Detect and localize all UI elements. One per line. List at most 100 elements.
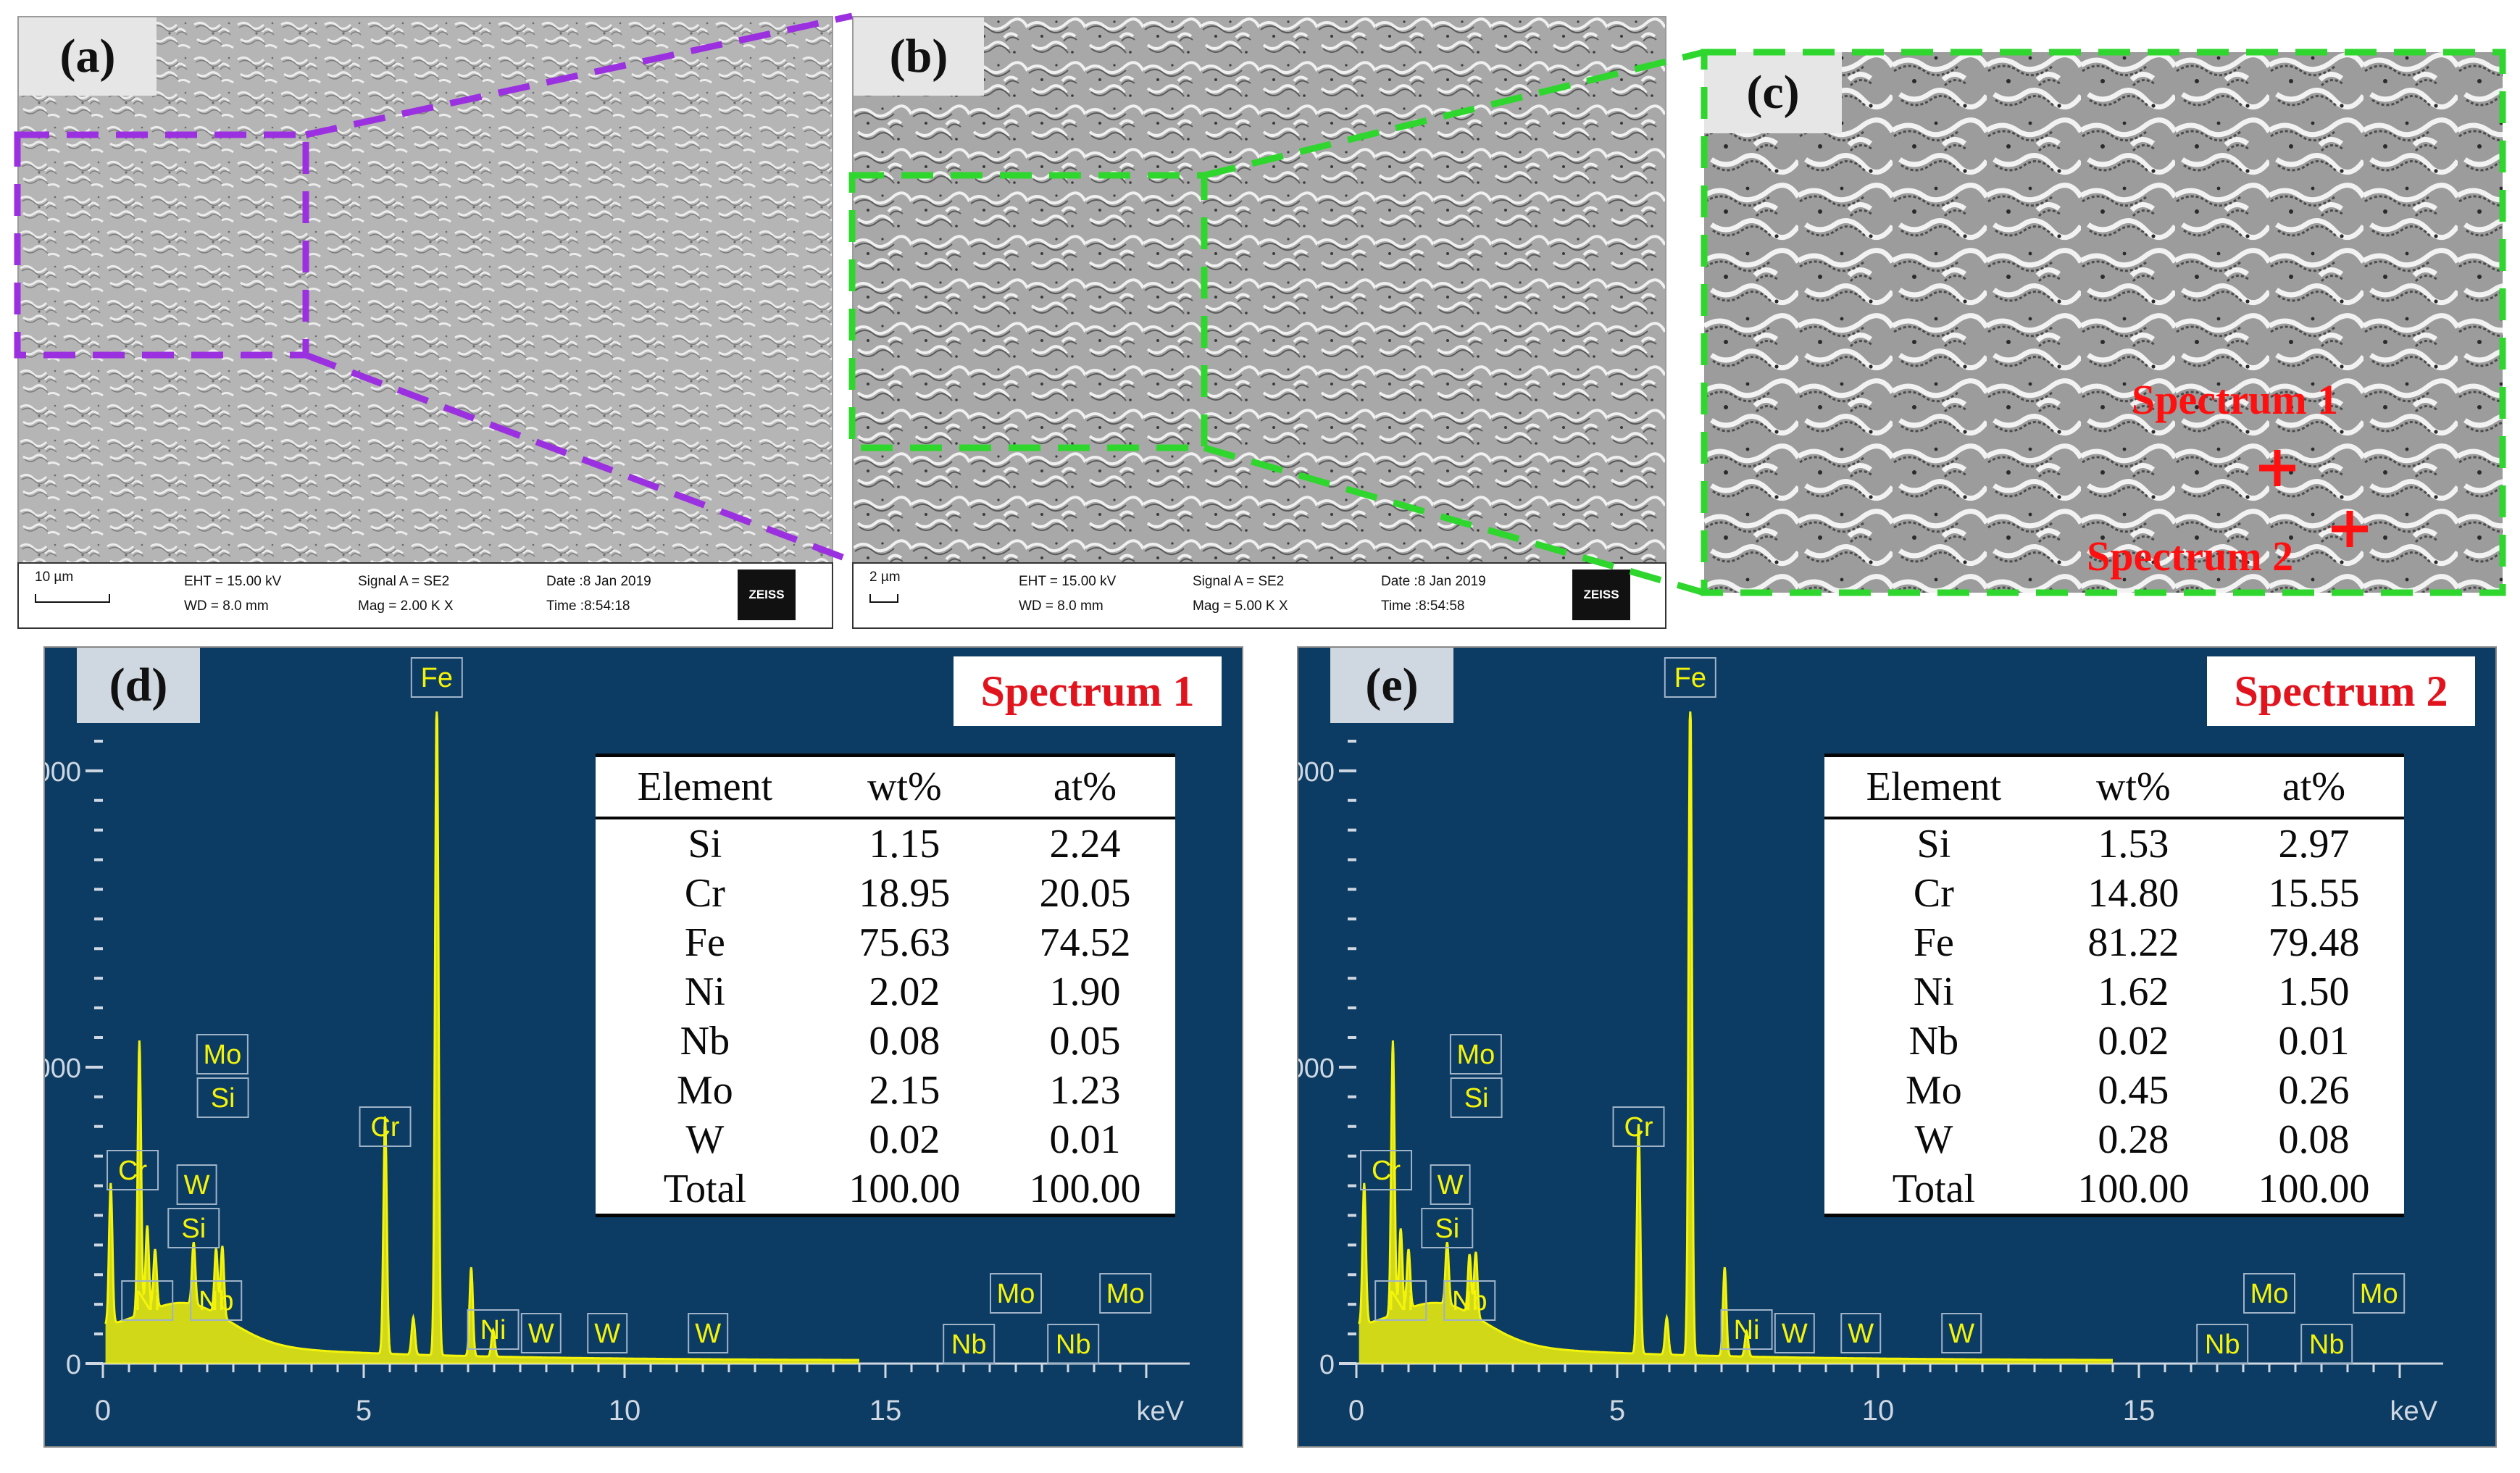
peak-label-text: W (1782, 1319, 1808, 1349)
table-cell: Nb (1908, 1019, 1959, 1064)
peak-label: Ni (121, 1280, 174, 1321)
table-cell: 0.45 (2098, 1068, 2169, 1113)
time-value: Time :8:54:18 (546, 598, 630, 614)
peak-label: Ni (1374, 1280, 1427, 1321)
peak-label: Mo (196, 1034, 249, 1075)
table-row: Nb 0.02 0.01 (1824, 1017, 2404, 1066)
table-cell: 18.95 (859, 871, 951, 916)
peak-label-box (1612, 1106, 1665, 1147)
peak-label: Ni (467, 1309, 520, 1350)
peak-label: Cr (1612, 1106, 1665, 1147)
peak-label: Mo (2353, 1273, 2406, 1314)
table-cell: W (1914, 1117, 1953, 1162)
peak-label-box (2300, 1324, 2353, 1364)
sem-image-a: (a) (17, 16, 833, 564)
sem-databar-a: 10 µm EHT = 15.00 kV WD = 8.0 mm Signal … (17, 562, 833, 629)
peak-label-text: Ni (1388, 1286, 1414, 1316)
wd-value: WD = 8.0 mm (1019, 598, 1103, 614)
table-row: Mo 2.15 1.23 (596, 1066, 1175, 1115)
table-cell: Mo (1906, 1068, 1962, 1113)
spectrum-2-label: Spectrum 2 (2087, 533, 2294, 580)
eht-value: EHT = 15.00 kV (1019, 574, 1117, 589)
table-cell: 1.90 (1049, 969, 1121, 1014)
y-tick-label: 0 (66, 1350, 81, 1380)
peak-label: W (176, 1164, 217, 1205)
table-cell: 1.62 (2098, 969, 2169, 1014)
peak-label: Si (1421, 1208, 1474, 1248)
wd-value: WD = 8.0 mm (184, 598, 269, 614)
peak-label-box (196, 1077, 249, 1118)
peak-label-text: Ni (1734, 1315, 1760, 1345)
micrograph-a (19, 17, 832, 562)
peak-label-text: Mo (2250, 1279, 2289, 1309)
peak-label: W (688, 1313, 729, 1353)
table-cell: Total (596, 1164, 814, 1217)
peak-label-text: Nb (1056, 1330, 1091, 1360)
peak-label-box (2196, 1324, 2249, 1364)
sem-databar-b: 2 µm EHT = 15.00 kV WD = 8.0 mm Signal A… (852, 562, 1666, 629)
spectrum-line (104, 711, 859, 1361)
table-cell: Mo (677, 1068, 733, 1113)
time-value: Time :8:54:58 (1381, 598, 1465, 614)
table-header: at% (2223, 754, 2404, 819)
peak-label: Si (167, 1208, 220, 1248)
peak-label-box (2353, 1273, 2406, 1314)
peak-label-text: Mo (1106, 1279, 1145, 1309)
peak-label-box (1774, 1313, 1815, 1353)
peak-label-text: Nb (1452, 1286, 1488, 1316)
table-row: Fe 75.63 74.52 (596, 918, 1175, 967)
peak-label-text: Cr (1624, 1112, 1653, 1143)
peak-label-box (1941, 1313, 1982, 1353)
table-cell: 1.53 (2098, 822, 2169, 867)
scale-bar (869, 594, 898, 603)
peak-label-text: W (1438, 1170, 1464, 1201)
composition-table: Element wt% at% Si 1.53 2.97 Cr 14.80 15.55 Fe 81.… (1824, 754, 2404, 1217)
peak-label: W (1840, 1313, 1882, 1353)
table-row: Total 100.00 100.00 (596, 1164, 1175, 1217)
y-tick-label: 2000 (45, 1053, 81, 1084)
table-cell: 1.15 (869, 822, 940, 867)
x-tick-label: 10 (609, 1395, 641, 1427)
peak-label-text: Fe (421, 663, 453, 693)
table-cell: Ni (1913, 969, 1954, 1014)
panel-label-a: (a) (19, 17, 157, 96)
peak-label-text: Ni (134, 1286, 160, 1316)
peak-label-text: Mo (1456, 1040, 1495, 1070)
mag-value: Mag = 2.00 K X (358, 598, 454, 614)
table-cell: Total (1824, 1164, 2043, 1217)
table-cell: W (685, 1117, 725, 1162)
x-tick-label: 0 (95, 1395, 111, 1427)
peak-label-text: Mo (203, 1040, 241, 1070)
table-cell: Nb (680, 1019, 730, 1064)
peak-label: Mo (1099, 1273, 1152, 1314)
peak-label-text: W (695, 1319, 721, 1349)
peak-label: Fe (410, 657, 463, 698)
table-row: Total 100.00 100.00 (1824, 1164, 2404, 1217)
peak-label: Nb (190, 1280, 243, 1321)
table-row: Si 1.53 2.97 (1824, 818, 2404, 869)
peak-label-box (1047, 1324, 1100, 1364)
peak-label: W (587, 1313, 628, 1353)
peak-label: Ni (1720, 1309, 1773, 1350)
peak-label-text: Cr (370, 1112, 399, 1143)
sem-image-b: (b) (852, 16, 1666, 564)
peak-label-text: Si (1435, 1214, 1459, 1244)
table-cell: 14.80 (2087, 871, 2179, 916)
table-cell: 0.01 (2278, 1019, 2350, 1064)
table-cell: 2.24 (1049, 822, 1121, 867)
table-cell: 100.00 (2043, 1164, 2224, 1217)
signal-value: Signal A = SE2 (358, 574, 450, 589)
peak-label-box (1430, 1164, 1471, 1205)
table-cell: 0.08 (869, 1019, 940, 1064)
table-cell: 1.23 (1049, 1068, 1121, 1113)
table-cell: Fe (1913, 920, 1954, 965)
table-cell: Cr (1913, 871, 1954, 916)
panel-label-e: (e) (1330, 648, 1453, 723)
table-cell: 81.22 (2087, 920, 2179, 965)
table-cell: 79.48 (2268, 920, 2360, 965)
eds-spectrum-d: 051015020004000keVFeFeMoSiCrWSiCrNiNbNiW… (45, 657, 1190, 1427)
table-cell: 100.00 (994, 1164, 1175, 1217)
peak-label-box (107, 1150, 159, 1190)
spectrum-line (1358, 711, 2113, 1361)
x-tick-label: 0 (1348, 1395, 1364, 1427)
